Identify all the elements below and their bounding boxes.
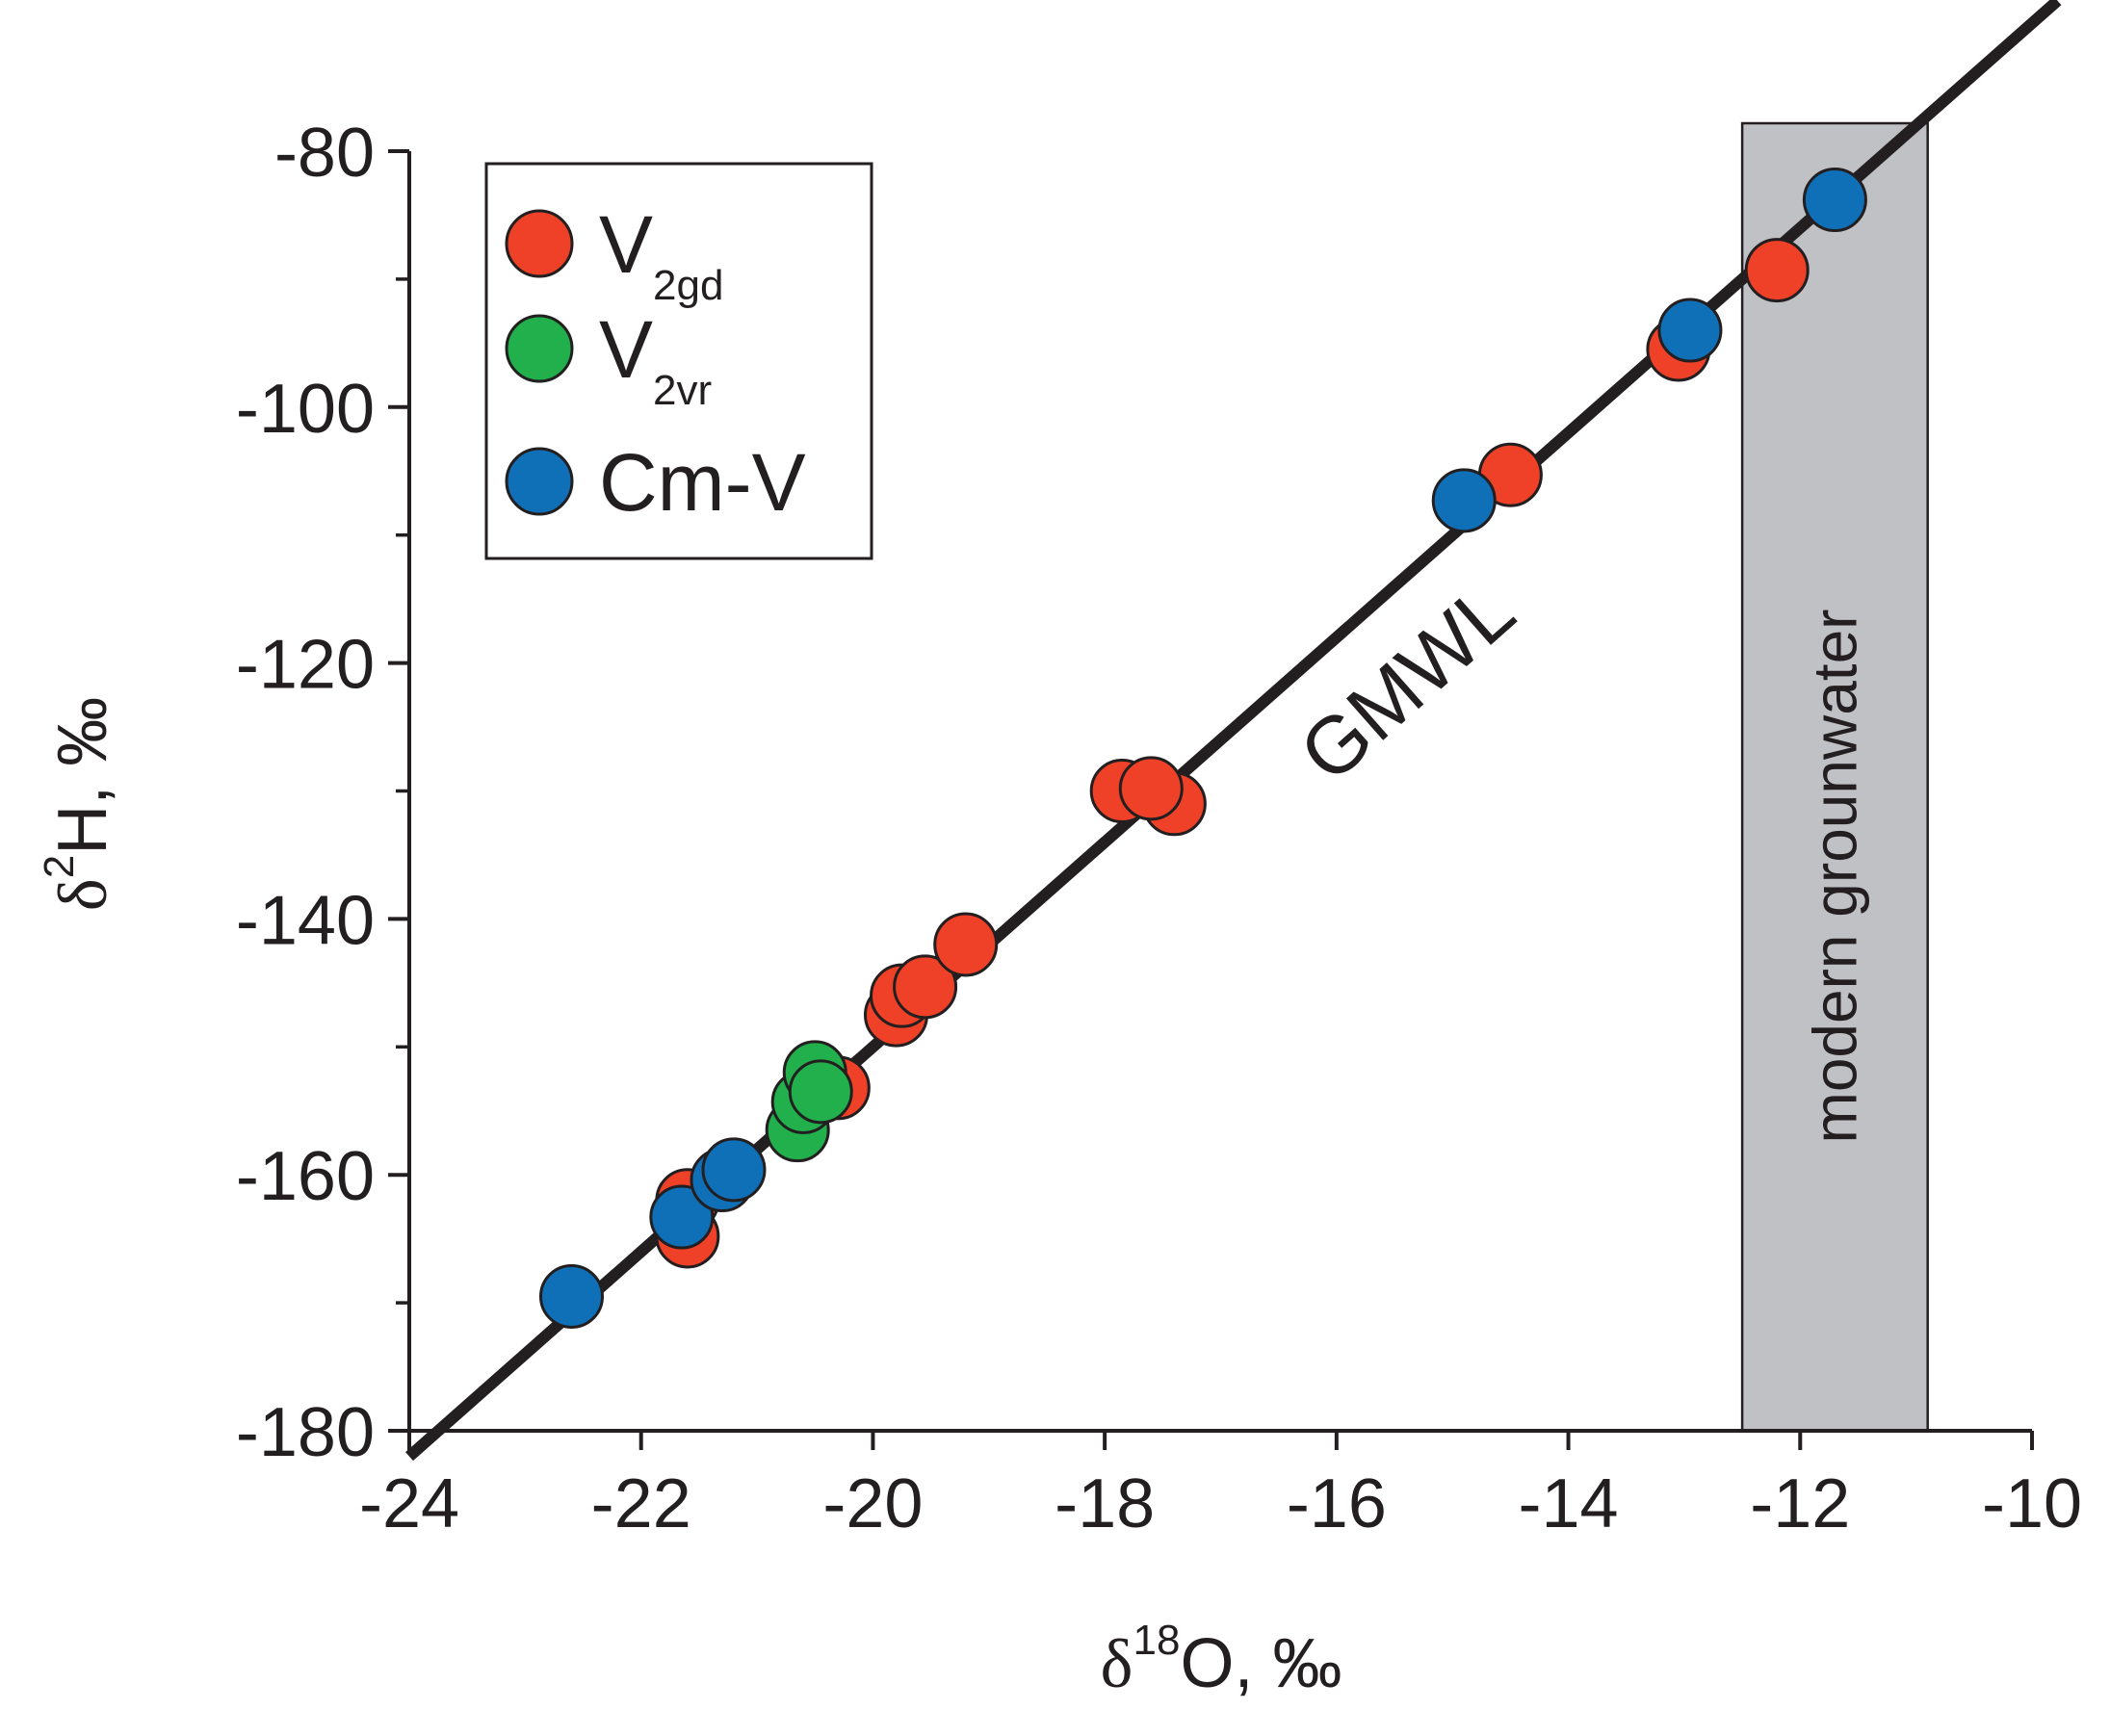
- point-series-0: [1118, 756, 1184, 821]
- point-series-0: [893, 954, 958, 1020]
- y-tick-label: -120: [236, 627, 375, 704]
- x-tick-label: -10: [1982, 1465, 2082, 1542]
- modern-groundwater-band: modern grounwater: [1740, 121, 1929, 1433]
- axis-labels: δ18O, ‰ δ2H, ‰: [36, 697, 1342, 1702]
- point-series-0: [933, 912, 999, 977]
- point-series-2: [649, 1184, 715, 1250]
- y-tick-label: -80: [274, 115, 375, 192]
- legend-entry-label: V2vr: [599, 304, 712, 414]
- y-tick-label: -160: [236, 1138, 375, 1215]
- band-rect: [1740, 121, 1929, 1433]
- legend-marker: [505, 209, 574, 278]
- x-tick-label: -24: [359, 1465, 459, 1542]
- x-tick-label: -16: [1287, 1465, 1387, 1542]
- x-tick-label: -18: [1055, 1465, 1155, 1542]
- y-tick-label: -180: [236, 1394, 375, 1471]
- gmwl-label: GMWL: [1283, 565, 1531, 799]
- point-series-1: [788, 1059, 853, 1125]
- x-tick-label: -14: [1519, 1465, 1619, 1542]
- legend-marker: [505, 447, 574, 516]
- axes: -24 -22 -20 -18 -16 -14 -12 -10 -180 -160 -140 -120…: [236, 115, 2082, 1542]
- x-axis-label: δ18O, ‰: [1101, 1617, 1342, 1702]
- point-series-0: [1744, 238, 1810, 303]
- y-axis-label: δ2H, ‰: [36, 697, 121, 911]
- y-tick-label: -140: [236, 882, 375, 959]
- point-series-2: [1802, 168, 1867, 233]
- legend-entry-label: V2gd: [599, 199, 723, 309]
- point-series-2: [701, 1137, 767, 1203]
- y-tick-label: -100: [236, 371, 375, 448]
- band-label: modern grounwater: [1800, 609, 1869, 1144]
- data-points: [539, 168, 1867, 1329]
- point-series-2: [1657, 298, 1723, 363]
- x-tick-label: -20: [822, 1465, 923, 1542]
- x-tick-label: -12: [1750, 1465, 1850, 1542]
- point-series-2: [539, 1263, 604, 1329]
- legend-entry-label: Cm-V: [599, 437, 806, 528]
- x-tick-label: -22: [591, 1465, 691, 1542]
- point-series-2: [1431, 468, 1497, 533]
- legend-marker: [505, 314, 574, 383]
